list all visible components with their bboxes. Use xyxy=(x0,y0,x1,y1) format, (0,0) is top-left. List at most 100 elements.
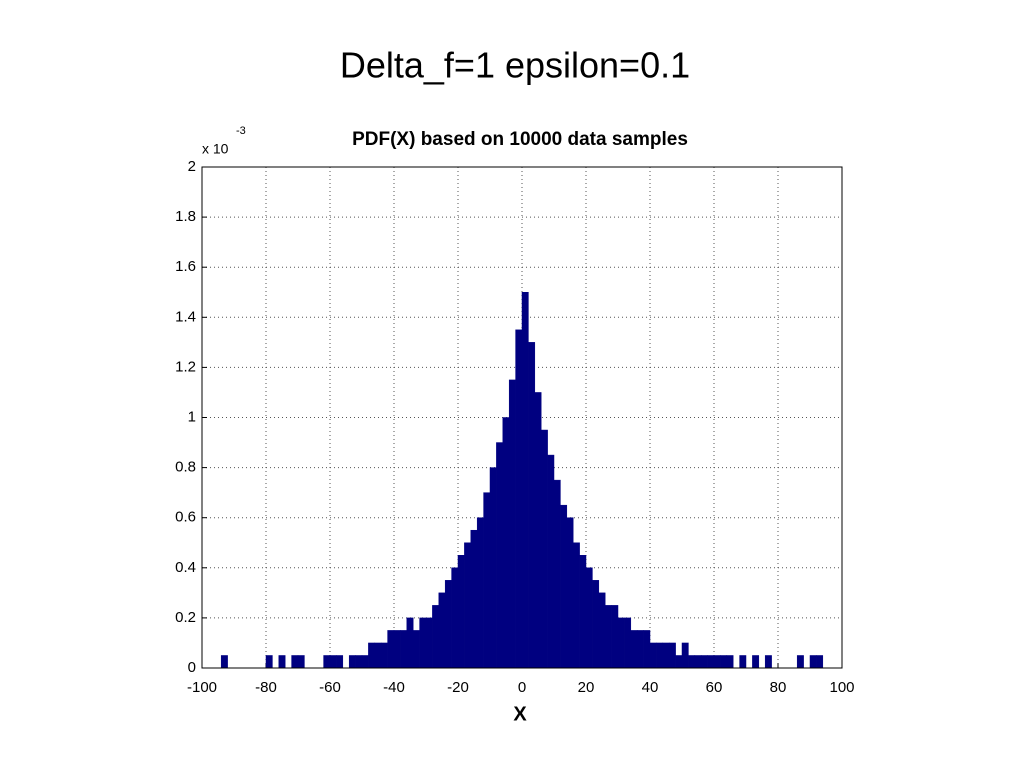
histogram-bar xyxy=(457,555,465,669)
x-tick-label: -80 xyxy=(255,679,277,696)
histogram-bar xyxy=(668,642,676,669)
histogram-bar xyxy=(278,655,286,669)
histogram-bar xyxy=(374,642,382,669)
y-tick-label: 0.4 xyxy=(175,559,196,576)
histogram-bar xyxy=(553,479,561,669)
y-exponent: -3 xyxy=(236,125,246,137)
histogram-bar xyxy=(483,492,491,669)
x-tick-label: -20 xyxy=(447,679,469,696)
histogram-bar xyxy=(387,630,395,669)
histogram-bar xyxy=(380,642,388,669)
histogram-bar xyxy=(739,655,747,669)
y-tick-label: 1.8 xyxy=(175,208,196,225)
histogram-bar xyxy=(547,454,555,669)
x-tick-label: 40 xyxy=(642,679,659,696)
histogram-bar xyxy=(444,580,452,669)
slide-title: Delta_f=1 epsilon=0.1 xyxy=(340,45,690,86)
histogram-bar xyxy=(534,392,542,669)
y-tick-label: 1.2 xyxy=(175,358,196,375)
histogram-bar xyxy=(464,542,472,669)
histogram-bar xyxy=(528,342,536,669)
x-tick-label: -100 xyxy=(187,679,217,696)
histogram-bar xyxy=(476,517,484,669)
histogram-bar xyxy=(400,630,408,669)
histogram-bar xyxy=(585,567,593,669)
histogram-bar xyxy=(579,555,587,669)
y-tick-label: 0.8 xyxy=(175,459,196,476)
chart-title: PDF(X) based on 10000 data samples xyxy=(352,129,688,150)
histogram-bar xyxy=(265,655,273,669)
histogram-bar xyxy=(470,529,478,669)
histogram-bar xyxy=(560,504,568,669)
histogram-bar xyxy=(752,655,760,669)
histogram-bar xyxy=(515,329,523,669)
y-tick-label: 1.4 xyxy=(175,308,196,325)
histogram-bar xyxy=(496,442,504,669)
histogram-bar xyxy=(592,580,600,669)
y-tick-label: 0 xyxy=(188,659,196,676)
histogram-bar xyxy=(412,630,420,669)
y-tick-label: 1.6 xyxy=(175,258,196,275)
histogram-bar xyxy=(438,592,446,669)
histogram-bar xyxy=(572,542,580,669)
histogram-bar xyxy=(681,642,689,669)
histogram-bar xyxy=(604,605,612,669)
histogram-bar xyxy=(425,617,433,669)
histogram-bar xyxy=(611,605,619,669)
histogram-bar xyxy=(419,617,427,669)
y-tick-label: 0.2 xyxy=(175,609,196,626)
plot-frame xyxy=(201,166,843,669)
x-tick-label: 0 xyxy=(518,679,526,696)
histogram-bar xyxy=(406,617,414,669)
x-axis-label: X xyxy=(513,703,527,725)
x-tick-label: -60 xyxy=(319,679,341,696)
histogram-bar xyxy=(649,642,657,669)
histogram-bar xyxy=(630,630,638,669)
histogram-bar xyxy=(432,605,440,669)
histogram-bar xyxy=(220,655,228,669)
histogram-bar xyxy=(656,642,664,669)
histogram-bar xyxy=(636,630,644,669)
histogram-bar xyxy=(617,617,625,669)
histogram-bar xyxy=(336,655,344,669)
histogram-bar xyxy=(489,467,497,669)
histogram-bar xyxy=(540,429,548,669)
histogram-bar xyxy=(809,655,817,669)
histogram-bar xyxy=(368,642,376,669)
histogram-bar xyxy=(291,655,299,669)
histogram-bar xyxy=(624,617,632,669)
histogram-bar xyxy=(675,655,683,669)
histogram-bar xyxy=(598,592,606,669)
histogram-bar xyxy=(643,630,651,669)
histogram-bar xyxy=(361,655,369,669)
x-tick-label: 100 xyxy=(829,679,854,696)
histogram-bar xyxy=(688,655,696,669)
histogram-bar xyxy=(707,655,715,669)
histogram-bar xyxy=(329,655,337,669)
histogram-bar xyxy=(694,655,702,669)
histogram-bar xyxy=(720,655,728,669)
histogram-bar xyxy=(297,655,305,669)
histogram-bar xyxy=(726,655,734,669)
histogram-bar xyxy=(816,655,824,669)
y-tick-label: 1 xyxy=(188,408,196,425)
histogram-bar xyxy=(713,655,721,669)
x-tick-label: 80 xyxy=(770,679,787,696)
histogram-bar xyxy=(323,655,331,669)
y-multiplier: x 10 xyxy=(202,141,229,157)
histogram-bar xyxy=(502,417,510,669)
y-tick-label: 0.6 xyxy=(175,509,196,526)
histogram-bar xyxy=(662,642,670,669)
histogram-bar xyxy=(355,655,363,669)
x-tick-label: 20 xyxy=(578,679,595,696)
plot-area: 0 0.2 0.4 0.6 0.8 1 1.2 1.4 1.6 1.8 2 -100 -80 -60 -40… xyxy=(175,158,854,696)
histogram-bar xyxy=(393,630,401,669)
y-tick-label: 2 xyxy=(188,158,196,175)
histogram-bar xyxy=(796,655,804,669)
histogram-bar xyxy=(508,379,516,669)
histogram-bar xyxy=(764,655,772,669)
histogram-bar xyxy=(521,292,529,669)
histogram-bar xyxy=(451,567,459,669)
